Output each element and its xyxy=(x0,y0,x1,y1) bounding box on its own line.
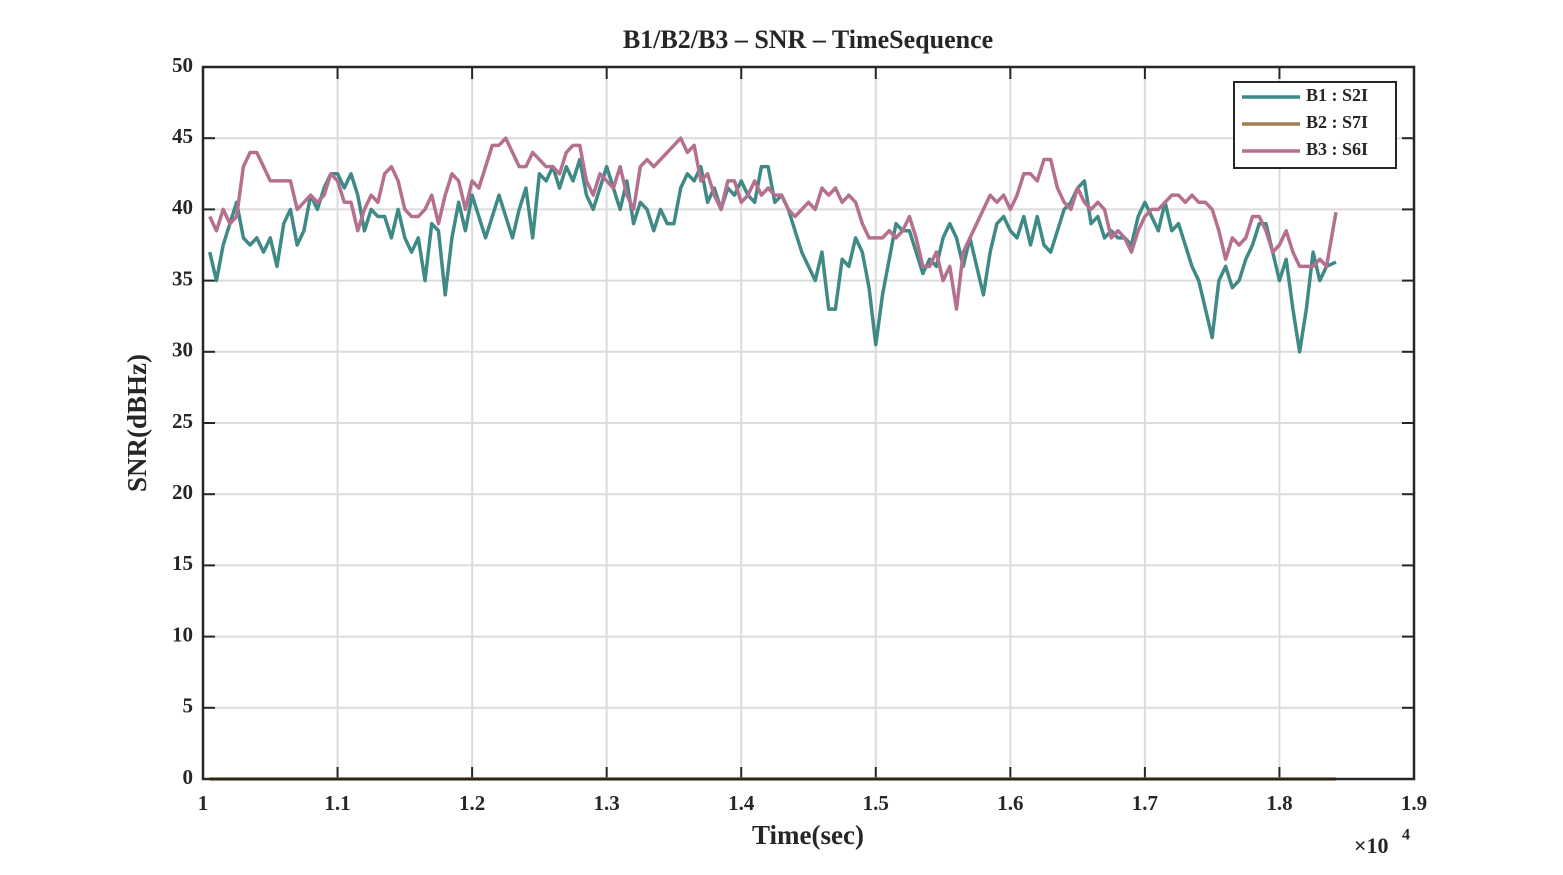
x-tick-label: 1.6 xyxy=(997,791,1023,815)
x-axis-label: Time(sec) xyxy=(752,820,864,850)
y-tick-label: 10 xyxy=(172,622,193,646)
y-axis-label: SNR(dBHz) xyxy=(122,354,152,492)
x-tick-label: 1.4 xyxy=(728,791,755,815)
y-tick-label: 40 xyxy=(172,195,193,219)
x-tick-label: 1.9 xyxy=(1401,791,1427,815)
y-tick-label: 45 xyxy=(172,124,193,148)
y-tick-label: 35 xyxy=(172,266,193,290)
x-exponent: 4 xyxy=(1402,827,1410,844)
chart-title: B1/B2/B3 – SNR – TimeSequence xyxy=(623,25,993,54)
y-tick-label: 30 xyxy=(172,338,193,362)
x-multiplier: ×10 xyxy=(1354,833,1389,858)
x-tick-label: 1.2 xyxy=(459,791,485,815)
plot-frame xyxy=(201,65,1416,781)
legend-label: B1 : S2I xyxy=(1306,85,1368,105)
y-tick-label: 15 xyxy=(172,551,193,575)
y-tick-label: 5 xyxy=(183,694,194,718)
legend: B1 : S2I B2 : S7I B3 : S6I xyxy=(1233,81,1397,169)
legend-label: B2 : S7I xyxy=(1306,112,1368,132)
x-tick-label: 1.5 xyxy=(863,791,889,815)
series-line xyxy=(208,136,1338,311)
x-tick-label: 1.7 xyxy=(1132,791,1158,815)
y-tick-label: 0 xyxy=(183,765,194,789)
x-tick-label: 1.1 xyxy=(324,791,350,815)
x-tick-label: 1 xyxy=(198,791,209,815)
legend-label: B3 : S6I xyxy=(1306,139,1368,159)
x-tick-label: 1.8 xyxy=(1266,791,1292,815)
x-tick-label: 1.3 xyxy=(594,791,620,815)
y-tick-label: 20 xyxy=(172,480,193,504)
series-line xyxy=(208,157,1337,354)
y-tick-label: 25 xyxy=(172,409,193,433)
y-tick-label: 50 xyxy=(172,53,193,77)
